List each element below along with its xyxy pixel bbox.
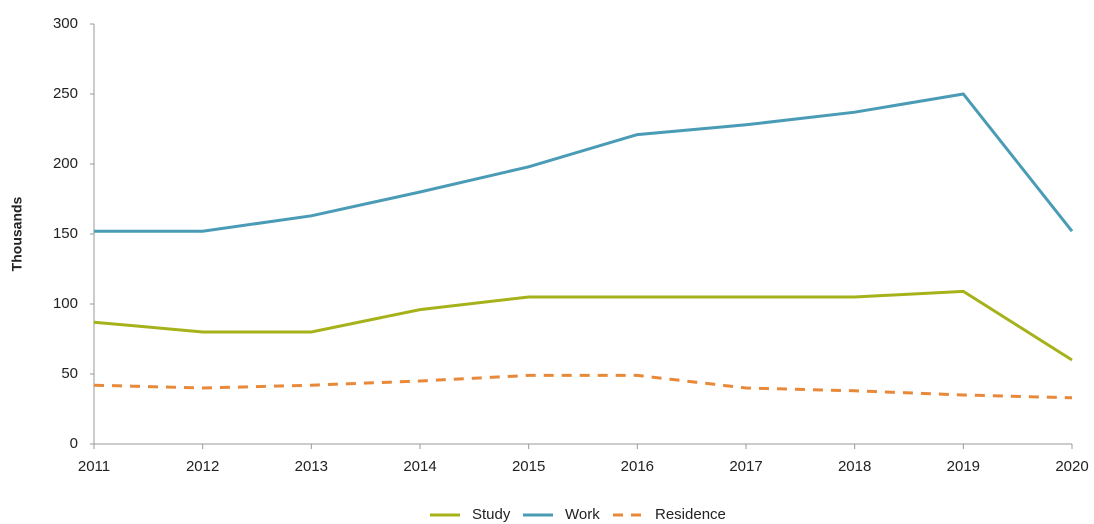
y-tick-label: 300 — [53, 15, 78, 32]
y-tick-label: 0 — [70, 435, 78, 452]
x-tick-label: 2017 — [729, 458, 762, 475]
y-tick-label: 100 — [53, 295, 78, 312]
x-tick-label: 2018 — [838, 458, 871, 475]
legend-label: Residence — [655, 506, 726, 523]
y-tick-label: 50 — [61, 365, 78, 382]
x-tick-label: 2013 — [295, 458, 328, 475]
x-tick-label: 2020 — [1055, 458, 1088, 475]
series-line — [94, 92, 1074, 233]
x-tick-label: 2016 — [621, 458, 654, 475]
series-line — [93, 373, 1073, 400]
legend-label: Work — [565, 506, 600, 523]
y-tick-label: 200 — [53, 155, 78, 172]
x-tick-label: 2012 — [186, 458, 219, 475]
x-tick-label: 2015 — [512, 458, 545, 475]
y-tick-label: 150 — [53, 225, 78, 242]
y-tick-label: 250 — [53, 85, 78, 102]
series-line — [93, 289, 1073, 362]
x-tick-label: 2019 — [947, 458, 980, 475]
x-tick-label: 2014 — [403, 458, 436, 475]
legend-label: Study — [472, 506, 511, 523]
x-tick-label: 2011 — [78, 458, 110, 475]
y-axis-label: Thousands — [9, 196, 25, 271]
